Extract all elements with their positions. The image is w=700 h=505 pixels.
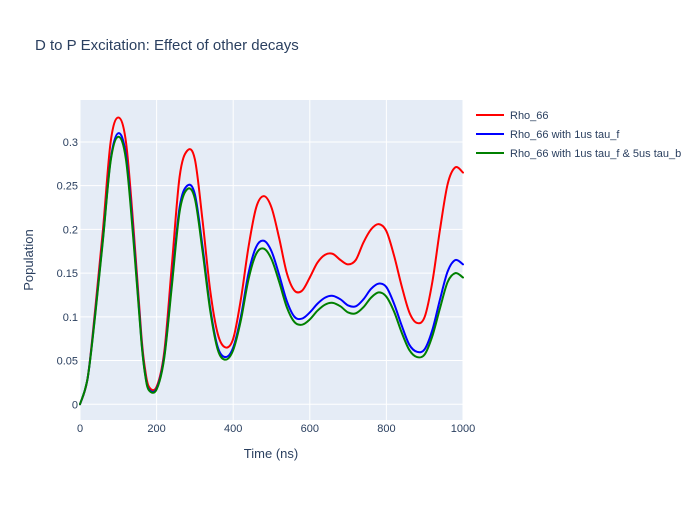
x-tick-label: 0 <box>77 423 83 435</box>
legend-item[interactable]: Rho_66 <box>476 110 549 122</box>
series-line-3 <box>79 135 464 406</box>
y-tick-label: 0.15 <box>57 268 78 280</box>
y-tick-label: 0.1 <box>63 312 78 324</box>
legend-label: Rho_66 with 1us tau_f & 5us tau_b <box>510 148 681 160</box>
y-tick-label: 0.25 <box>57 181 78 193</box>
legend-label: Rho_66 <box>510 110 549 122</box>
chart-title: D to P Excitation: Effect of other decay… <box>35 37 299 54</box>
x-tick-label: 1000 <box>451 423 475 435</box>
legend: Rho_66 Rho_66 with 1us tau_f Rho_66 with 1… <box>476 110 681 160</box>
y-tick-label: 0.2 <box>63 224 78 236</box>
legend-item[interactable]: Rho_66 with 1us tau_f & 5us tau_b <box>476 148 681 160</box>
x-tick-label: 400 <box>224 423 242 435</box>
tick-labels: 0 200 400 600 800 1000 0 0.05 0.1 0.15 0.2 0.25 0.3 <box>57 137 476 435</box>
series-lines <box>79 116 464 406</box>
x-axis-label: Time (ns) <box>244 446 298 461</box>
y-tick-label: 0.3 <box>63 137 78 149</box>
y-axis-label: Population <box>21 229 36 290</box>
x-tick-label: 800 <box>377 423 395 435</box>
y-tick-label: 0.05 <box>57 356 78 368</box>
x-tick-label: 600 <box>301 423 319 435</box>
legend-label: Rho_66 with 1us tau_f <box>510 129 620 141</box>
x-tick-label: 200 <box>147 423 165 435</box>
legend-item[interactable]: Rho_66 with 1us tau_f <box>476 129 620 141</box>
y-tick-label: 0 <box>72 399 78 411</box>
